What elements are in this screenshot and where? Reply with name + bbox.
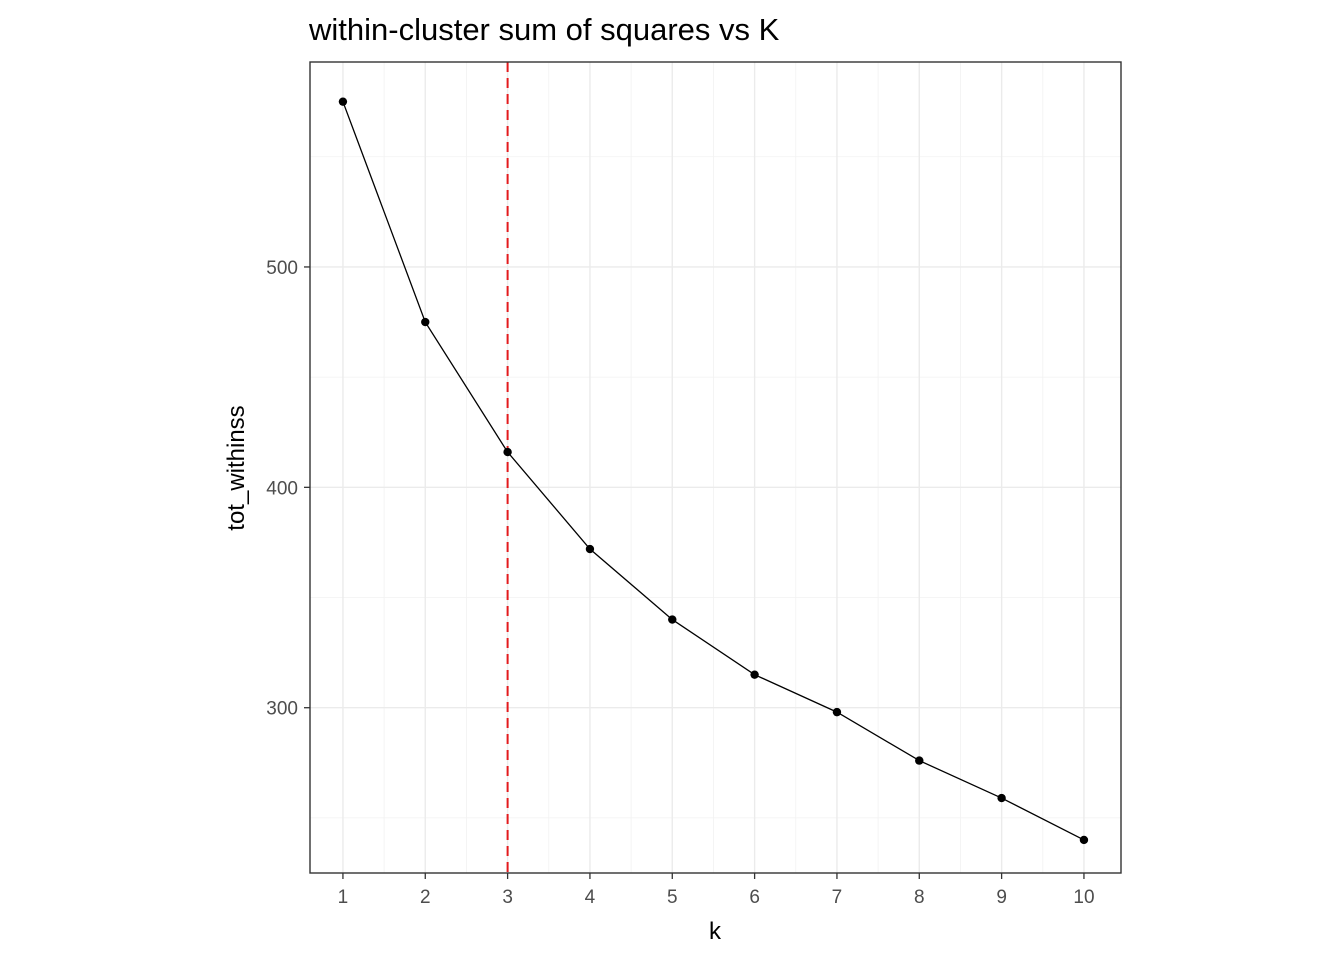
x-axis-title: k (709, 918, 722, 945)
x-tick-label: 7 (832, 887, 843, 908)
data-point (421, 317, 430, 327)
y-tick-label: 400 (266, 478, 298, 499)
panel-background (310, 62, 1121, 873)
x-tick-label: 6 (749, 887, 760, 908)
data-point (338, 97, 348, 106)
data-point (832, 707, 842, 717)
chart-title: within-cluster sum of squares vs K (308, 12, 780, 47)
x-tick-label: 8 (914, 887, 925, 908)
x-tick-label: 5 (667, 887, 678, 908)
data-point (750, 670, 759, 679)
data-point (1079, 835, 1089, 845)
data-point (915, 756, 924, 765)
data-point (503, 447, 512, 457)
x-tick-label: 4 (585, 887, 596, 908)
y-tick-label: 300 (266, 699, 298, 720)
series-line (342, 101, 1085, 841)
series-line-group (338, 62, 1089, 873)
y-axis-title: tot_withinss (223, 405, 250, 530)
axes: 1 2 3 4 5 6 7 8 9 10 300 400 500 (266, 258, 1094, 908)
x-tick-label: 2 (420, 887, 431, 908)
x-tick-label: 3 (502, 887, 513, 908)
x-tick-label: 9 (996, 887, 1007, 908)
grid (310, 62, 1121, 873)
data-point (997, 793, 1006, 803)
x-tick-label: 1 (338, 887, 349, 908)
y-tick-label: 500 (266, 258, 298, 279)
data-point (668, 615, 677, 624)
data-point (585, 544, 595, 554)
x-tick-label: 10 (1073, 887, 1094, 908)
panel-border (309, 61, 1122, 874)
